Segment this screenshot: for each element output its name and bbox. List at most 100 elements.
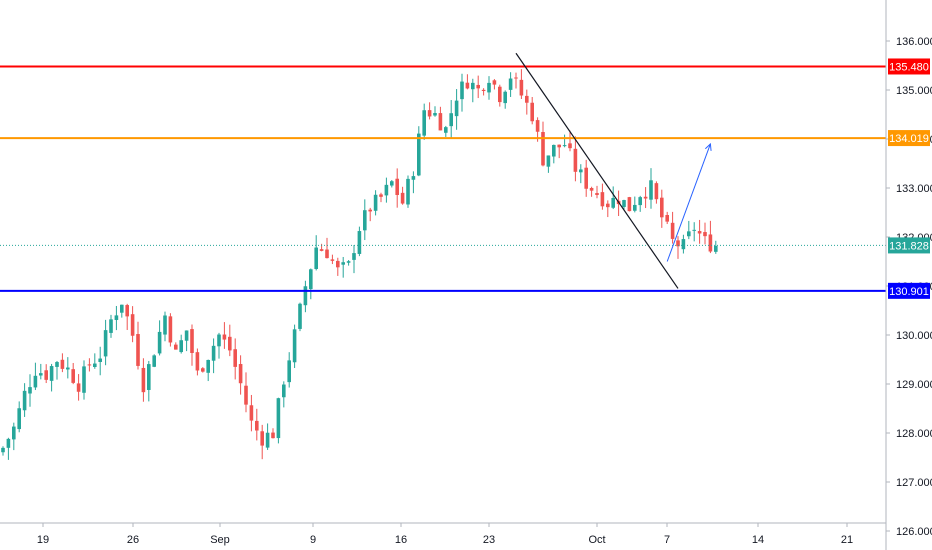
candle-body <box>373 194 378 211</box>
candle-body <box>487 82 491 93</box>
candle-body <box>201 368 205 372</box>
candle-body <box>114 315 119 320</box>
candle-body <box>541 132 545 166</box>
candle-body <box>330 259 335 261</box>
time-axis[interactable]: 19 26 Sep 9 16 23 Oct 7 14 21 <box>37 523 853 546</box>
candle-body <box>379 194 383 197</box>
candle-body <box>384 184 389 196</box>
candle-body <box>168 316 173 343</box>
candle-body <box>411 176 416 180</box>
candle-body <box>130 314 135 336</box>
price-tick-label: 136.000 <box>896 36 932 48</box>
candle-body <box>22 390 27 411</box>
candle-body <box>611 197 615 208</box>
candle-body <box>525 95 529 103</box>
price-tag-label: 134.019 <box>889 133 929 145</box>
candle-body <box>244 385 248 405</box>
candle-body <box>157 331 162 354</box>
candle-body <box>643 196 648 199</box>
candle-body <box>476 84 480 89</box>
projection-arrow-line[interactable] <box>666 143 711 262</box>
candle-body <box>714 245 718 252</box>
candle-body <box>438 113 443 131</box>
candle-body <box>665 214 669 222</box>
time-tick-label: 19 <box>37 534 49 546</box>
candle-body <box>357 231 362 254</box>
candle-body <box>211 345 216 361</box>
candle-body <box>417 133 421 176</box>
candle-body <box>444 127 448 133</box>
candle-body <box>49 366 54 381</box>
candle-body <box>174 344 178 350</box>
price-tag-box <box>888 282 930 299</box>
candle-body <box>346 261 351 263</box>
candle-body <box>406 178 410 205</box>
candle-body <box>460 81 464 100</box>
candle-body <box>562 145 567 147</box>
candle-body <box>498 86 502 103</box>
candle-body <box>217 334 221 347</box>
candle-body <box>292 329 297 363</box>
candle-body <box>249 405 254 421</box>
candle-body <box>503 91 507 104</box>
candle-body <box>703 232 707 237</box>
candle-body <box>136 334 140 366</box>
price-tick-label: 127.000 <box>896 477 932 489</box>
candle-body <box>282 384 286 398</box>
price-tag-label: 135.480 <box>889 61 929 73</box>
candle-body <box>552 144 556 157</box>
candle-body <box>681 239 686 250</box>
candle-body <box>109 319 113 333</box>
candle-body <box>363 210 367 231</box>
candle-body <box>627 197 632 212</box>
candle-body <box>692 229 696 231</box>
candle-body <box>17 408 21 430</box>
candle-body <box>233 349 237 367</box>
candle-body <box>600 192 605 207</box>
candle-body <box>66 367 70 370</box>
candle-body <box>276 398 281 439</box>
candle-body <box>28 387 32 394</box>
candle-body <box>1 447 5 453</box>
candle-body <box>368 209 372 212</box>
trendline[interactable] <box>515 52 679 289</box>
candle-body <box>557 144 561 148</box>
candle-body <box>649 180 653 200</box>
candle-body <box>584 167 588 189</box>
candle-body <box>255 420 259 431</box>
time-tick-label: 9 <box>310 534 316 546</box>
candle-body <box>238 364 243 384</box>
time-tick-label: 14 <box>752 534 764 546</box>
price-levels-layer <box>0 65 886 292</box>
price-tag-box <box>888 58 930 75</box>
candle-body <box>33 375 38 388</box>
candle-body <box>98 358 102 362</box>
candle-body <box>654 183 659 200</box>
candle-body <box>670 222 675 239</box>
time-tick-label: 23 <box>483 534 495 546</box>
candle-body <box>206 359 210 373</box>
time-tick-label: 26 <box>127 534 139 546</box>
candle-body <box>341 262 345 265</box>
time-tick-label: 21 <box>841 534 853 546</box>
candle-body <box>395 178 399 195</box>
candle-body <box>471 82 475 90</box>
candle-body <box>579 169 583 173</box>
candle-body <box>6 438 11 448</box>
candle-body <box>260 431 264 446</box>
candle-body <box>697 231 702 234</box>
candle-body <box>163 315 167 335</box>
candle-body <box>195 352 200 371</box>
candle-body <box>622 200 626 207</box>
price-tick-label: 128.000 <box>896 428 932 440</box>
time-tick-label: Oct <box>588 534 605 546</box>
candle-body <box>314 247 318 269</box>
candle-body <box>120 304 124 313</box>
candle-body <box>454 100 459 117</box>
candle-body <box>287 360 291 383</box>
candle-body <box>638 197 642 206</box>
candle-body <box>481 89 486 91</box>
candle-body <box>465 82 470 89</box>
